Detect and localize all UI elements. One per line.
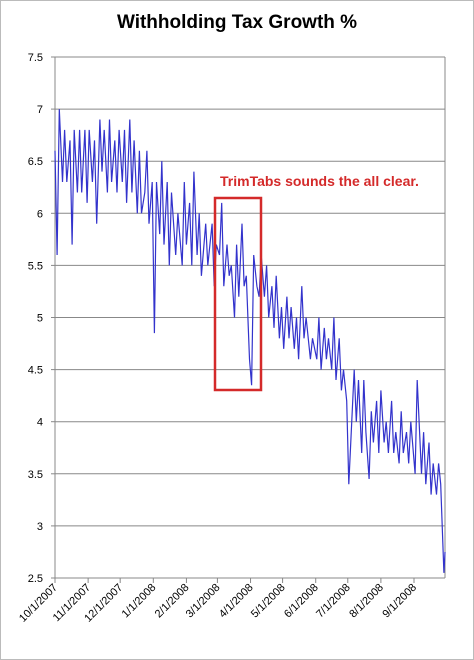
y-tick-label: 6	[37, 208, 43, 220]
y-tick-label: 5.5	[28, 260, 43, 272]
y-tick-label: 7.5	[28, 52, 43, 64]
y-tick-label: 3.5	[28, 469, 43, 481]
chart-title: Withholding Tax Growth %	[117, 12, 357, 33]
highlight-box	[213, 196, 263, 392]
y-tick-label: 2.5	[28, 573, 43, 585]
y-tick-label: 4	[37, 417, 43, 429]
y-tick-label: 7	[37, 104, 43, 116]
y-tick-label: 5	[37, 313, 43, 325]
data-line	[54, 109, 446, 573]
y-tick-label: 6.5	[28, 156, 43, 168]
y-tick-label: 4.5	[28, 365, 43, 377]
y-tick-label: 3	[37, 521, 43, 533]
annotation: TrimTabs sounds the all clear.	[220, 173, 419, 189]
